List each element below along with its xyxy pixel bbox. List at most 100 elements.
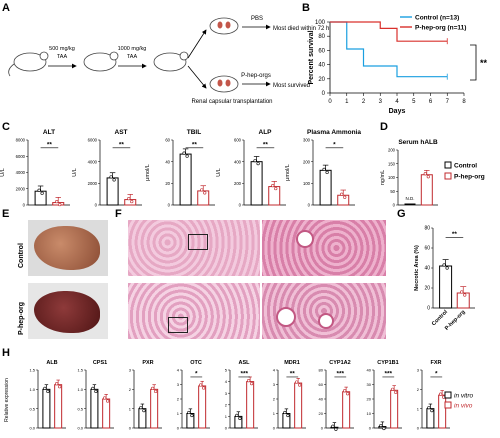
pbs-outcome: Most died within 72 h	[273, 26, 329, 32]
chart-title: AST	[115, 129, 128, 136]
data-point	[439, 392, 443, 396]
chart-title: ALP	[259, 129, 273, 136]
branch-arrow	[187, 65, 207, 89]
y-tick-label: 1.5	[29, 368, 35, 373]
bar	[54, 384, 63, 429]
liver-photo-control	[28, 220, 108, 276]
data-point	[103, 396, 107, 400]
data-point	[394, 390, 398, 394]
liver-control	[34, 226, 100, 270]
bar-charts: 02000400060008000ALTU/L**0200040006000AS…	[0, 129, 485, 431]
significance-label: *	[435, 370, 438, 377]
chart-title: TBIL	[187, 129, 201, 136]
legend-label: P-hep-org	[454, 174, 485, 181]
y-tick-label: 4000	[88, 159, 98, 164]
chart-title: Serum hALB	[398, 139, 438, 146]
survival-line-control	[330, 21, 448, 78]
data-point	[139, 406, 143, 410]
chart-title: Plasma Ammonia	[307, 129, 361, 136]
y-tick-label: 0	[321, 426, 324, 431]
data-point	[142, 409, 146, 413]
y-tick-label: 3	[129, 368, 132, 373]
data-point	[379, 423, 383, 428]
legend-swatch	[444, 401, 452, 409]
significance-label: ***	[336, 370, 344, 377]
y-tick-label: 40	[165, 159, 170, 164]
data-point	[43, 386, 47, 390]
survival-chart: 0 20 40 60 80 100 0 1 2 3 4 5 6 7 8 Days Percent surviva…	[308, 15, 488, 116]
y-tick-label: 4	[225, 379, 228, 384]
bar	[90, 388, 99, 429]
drug1-label: TAA	[57, 54, 68, 60]
data-point	[182, 151, 186, 155]
vessel	[318, 313, 334, 329]
bar	[342, 391, 351, 429]
y-tick-label: 1	[273, 411, 276, 416]
bar	[438, 394, 447, 429]
significance-label: **	[480, 58, 488, 68]
y-tick-label: 1	[225, 414, 228, 419]
data-point	[235, 413, 239, 418]
zoom-box	[168, 317, 188, 333]
y-tick-label: 10	[367, 411, 372, 416]
significance-label: **	[119, 141, 125, 148]
data-point	[271, 183, 275, 188]
data-point	[295, 380, 299, 384]
vessel	[276, 307, 296, 327]
y-tick-label: 40	[424, 266, 430, 272]
y-tick-label: 0.5	[77, 406, 83, 411]
y-tick-label: 4	[177, 368, 180, 373]
y-tick-label: 0	[177, 426, 180, 431]
histology-treated-low	[128, 283, 260, 339]
significance-label: **	[192, 141, 198, 148]
y-tick-label: 3	[273, 382, 276, 387]
y-tick-label: 60	[424, 246, 430, 252]
y-tick-label: 0	[168, 203, 171, 208]
x-tick-label: 0	[328, 99, 332, 105]
treatment-label: P-hep-orgs	[241, 73, 271, 79]
y-tick-label: 200	[388, 148, 396, 153]
y-tick-label: 40	[318, 63, 325, 69]
y-axis-label: Relative expression	[4, 378, 10, 422]
significance-label: *	[333, 141, 336, 148]
data-point	[127, 196, 131, 201]
data-point	[55, 382, 59, 386]
data-point	[185, 154, 189, 158]
y-tick-label: 20	[424, 286, 430, 292]
bar	[294, 382, 303, 429]
y-tick-label: 80	[318, 34, 325, 40]
y-tick-label: 0	[23, 203, 26, 208]
y-tick-label: 0	[417, 426, 420, 431]
data-point	[445, 266, 449, 270]
x-tick-label: 8	[462, 99, 466, 105]
legend-label: in vitro	[454, 393, 474, 400]
legend-label: Control (n=13)	[415, 15, 459, 22]
panel-letter-h: H	[2, 347, 10, 359]
liver-treated	[34, 291, 100, 333]
y-axis-label: U/L	[216, 168, 222, 177]
y-axis-label: μmol/L	[285, 164, 291, 181]
drug2-label: TAA	[127, 54, 138, 60]
significance-label: **	[290, 370, 296, 377]
data-point	[423, 172, 427, 176]
x-tick-label: 5	[412, 99, 416, 105]
data-point	[58, 202, 62, 207]
data-point	[55, 199, 59, 204]
y-tick-label: 200	[303, 159, 311, 164]
y-tick-label: 1.0	[29, 387, 35, 392]
bar	[319, 169, 332, 206]
legend-label: P-hep-org (n=11)	[415, 25, 466, 32]
y-tick-label: 400	[234, 159, 242, 164]
y-axis-label: U/L	[0, 168, 6, 177]
chart-title: PXR	[142, 360, 153, 366]
y-tick-label: 3	[225, 391, 228, 396]
y-axis-label: Necrotic Area (%)	[414, 245, 420, 291]
y-tick-label: 600	[234, 138, 242, 143]
y-tick-label: 0.0	[29, 426, 35, 431]
panel-letter-e: E	[2, 208, 10, 220]
y-tick-label: 60	[318, 48, 325, 54]
x-tick-label: 7	[446, 99, 450, 105]
y-tick-label: 1.5	[77, 368, 83, 373]
y-tick-label: 0	[239, 203, 242, 208]
chart-title: ASL	[239, 360, 251, 366]
